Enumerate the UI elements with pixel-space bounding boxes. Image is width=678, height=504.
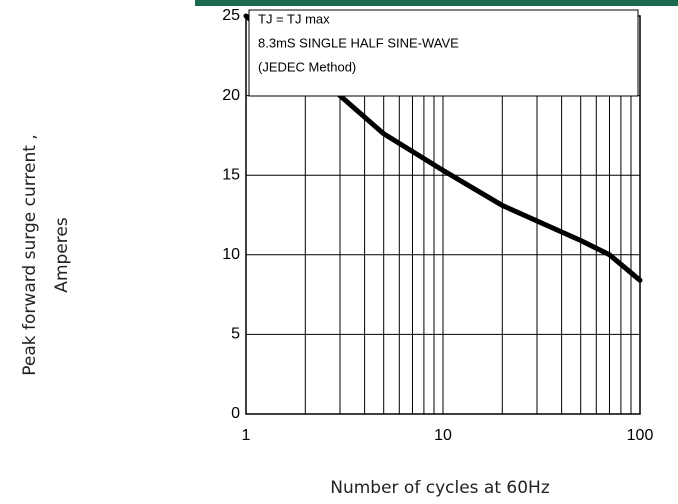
annotation-box <box>248 9 639 97</box>
y-tick-label: 5 <box>231 326 240 343</box>
y-tick-label: 25 <box>222 7 240 24</box>
y-axis-label: Peak forward surge current , <box>20 134 40 375</box>
x-tick-label: 100 <box>627 427 654 444</box>
x-axis-label: Number of cycles at 60Hz <box>330 478 550 498</box>
annotation: (JEDEC Method) <box>258 59 356 74</box>
annotation: TJ = TJ max <box>258 11 330 26</box>
y-tick-label: 20 <box>222 87 240 104</box>
x-tick-label: 10 <box>434 427 452 444</box>
y-tick-label: 15 <box>222 166 240 183</box>
y-tick-label: 10 <box>222 246 240 263</box>
top-bar <box>195 0 678 6</box>
x-tick-label: 1 <box>242 427 251 444</box>
annotation: 8.3mS SINGLE HALF SINE-WAVE <box>258 35 459 50</box>
y-axis-label: Amperes <box>52 217 72 293</box>
y-tick-label: 0 <box>231 405 240 422</box>
